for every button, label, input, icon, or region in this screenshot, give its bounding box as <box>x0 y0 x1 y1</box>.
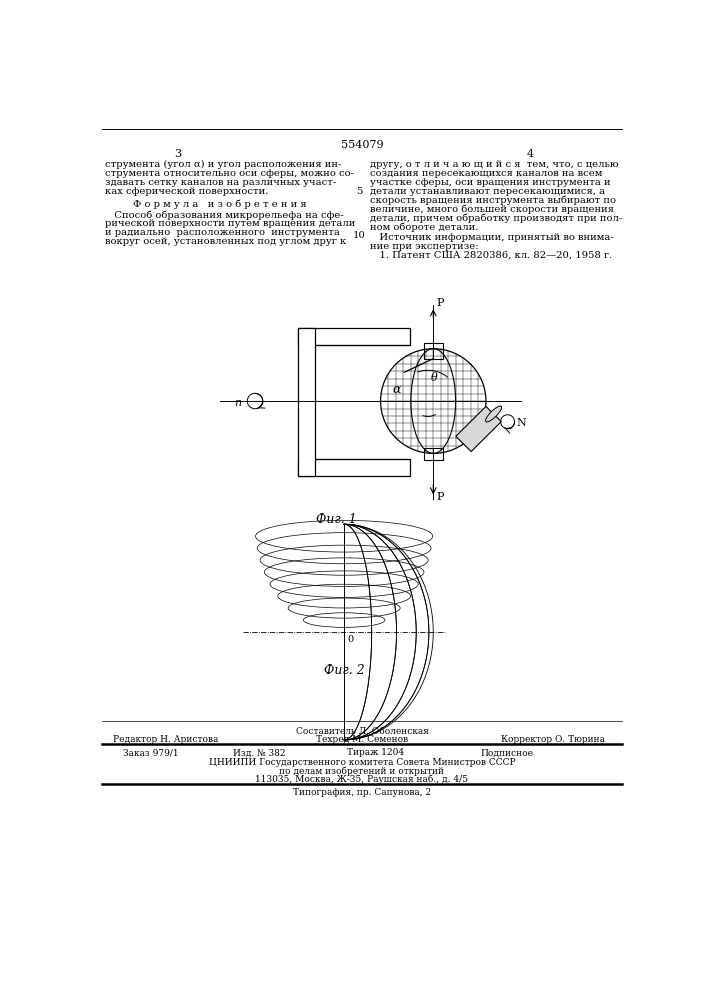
Text: 554079: 554079 <box>341 140 383 150</box>
Text: 4: 4 <box>527 149 534 159</box>
Text: струмента (угол α) и угол расположения ин-: струмента (угол α) и угол расположения и… <box>105 160 341 169</box>
Text: Техред М. Семенов: Техред М. Семенов <box>316 735 408 744</box>
Text: 113035, Москва, Ж-35, Раушская наб., д. 4/5: 113035, Москва, Ж-35, Раушская наб., д. … <box>255 774 469 784</box>
Text: детали, причем обработку производят при пол-: детали, причем обработку производят при … <box>370 213 622 223</box>
Text: и радиально  расположенного  инструмента: и радиально расположенного инструмента <box>105 228 340 237</box>
Text: Источник информации, принятый во внима-: Источник информации, принятый во внима- <box>370 233 614 242</box>
Text: участке сферы, оси вращения инструмента и: участке сферы, оси вращения инструмента … <box>370 178 610 187</box>
Text: струмента относительно оси сферы, можно со-: струмента относительно оси сферы, можно … <box>105 169 354 178</box>
Text: P: P <box>436 492 444 502</box>
Text: Корректор О. Тюрина: Корректор О. Тюрина <box>501 735 605 744</box>
Bar <box>424 343 443 359</box>
FancyBboxPatch shape <box>298 459 410 476</box>
Text: Редактор Н. Аристова: Редактор Н. Аристова <box>113 735 218 744</box>
Text: ние при экспертизе:: ние при экспертизе: <box>370 242 479 251</box>
Polygon shape <box>456 406 501 452</box>
Text: создания пересекающихся каналов на всем: создания пересекающихся каналов на всем <box>370 169 602 178</box>
Text: P: P <box>436 298 444 308</box>
Text: Способ образования микрорельефа на сфе-: Способ образования микрорельефа на сфе- <box>105 210 344 220</box>
Text: Фиг. 1: Фиг. 1 <box>316 513 357 526</box>
Text: вокруг осей, установленных под углом друг к: вокруг осей, установленных под углом дру… <box>105 237 346 246</box>
Text: по делам изобретений и открытий: по делам изобретений и открытий <box>279 766 445 776</box>
Text: рической поверхности путем вращения детали: рической поверхности путем вращения дета… <box>105 219 356 228</box>
Bar <box>424 448 443 460</box>
Text: 3: 3 <box>174 149 181 159</box>
Text: 10: 10 <box>354 231 366 240</box>
FancyBboxPatch shape <box>298 328 410 345</box>
Text: 5: 5 <box>356 187 363 196</box>
Text: другу, о т л и ч а ю щ и й с я  тем, что, с целью: другу, о т л и ч а ю щ и й с я тем, что,… <box>370 160 619 169</box>
Text: величине, много большей скорости вращения: величине, много большей скорости вращени… <box>370 204 614 214</box>
Text: N: N <box>517 418 527 428</box>
Text: Тираж 1204: Тираж 1204 <box>346 748 404 757</box>
Text: 1. Патент США 2820386, кл. 82—20, 1958 г.: 1. Патент США 2820386, кл. 82—20, 1958 г… <box>370 251 612 260</box>
Text: Типография, пр. Сапунова, 2: Типография, пр. Сапунова, 2 <box>293 788 431 797</box>
Text: θ: θ <box>431 373 438 383</box>
Text: ках сферической поверхности.: ках сферической поверхности. <box>105 187 269 196</box>
Text: детали устанавливают пересекающимися, а: детали устанавливают пересекающимися, а <box>370 187 604 196</box>
Text: Изд. № 382: Изд. № 382 <box>233 748 285 757</box>
Text: ЦНИИПИ Государственного комитета Совета Министров СССР: ЦНИИПИ Государственного комитета Совета … <box>209 758 515 767</box>
Text: 0: 0 <box>347 635 354 644</box>
Text: скорость вращения инструмента выбирают по: скорость вращения инструмента выбирают п… <box>370 195 616 205</box>
Text: ном обороте детали.: ном обороте детали. <box>370 222 478 232</box>
Text: Составитель Л. Оболенская: Составитель Л. Оболенская <box>296 727 428 736</box>
Text: α: α <box>392 383 401 396</box>
Text: Ф о р м у л а   и з о б р е т е н и я: Ф о р м у л а и з о б р е т е н и я <box>134 199 307 209</box>
Text: Фиг. 2: Фиг. 2 <box>324 664 365 677</box>
Ellipse shape <box>486 406 502 422</box>
FancyBboxPatch shape <box>298 328 315 476</box>
Text: n: n <box>234 398 241 408</box>
Text: Заказ 979/1: Заказ 979/1 <box>122 748 178 757</box>
Text: здавать сетку каналов на различных участ-: здавать сетку каналов на различных участ… <box>105 178 337 187</box>
Text: Подписное: Подписное <box>480 748 533 757</box>
